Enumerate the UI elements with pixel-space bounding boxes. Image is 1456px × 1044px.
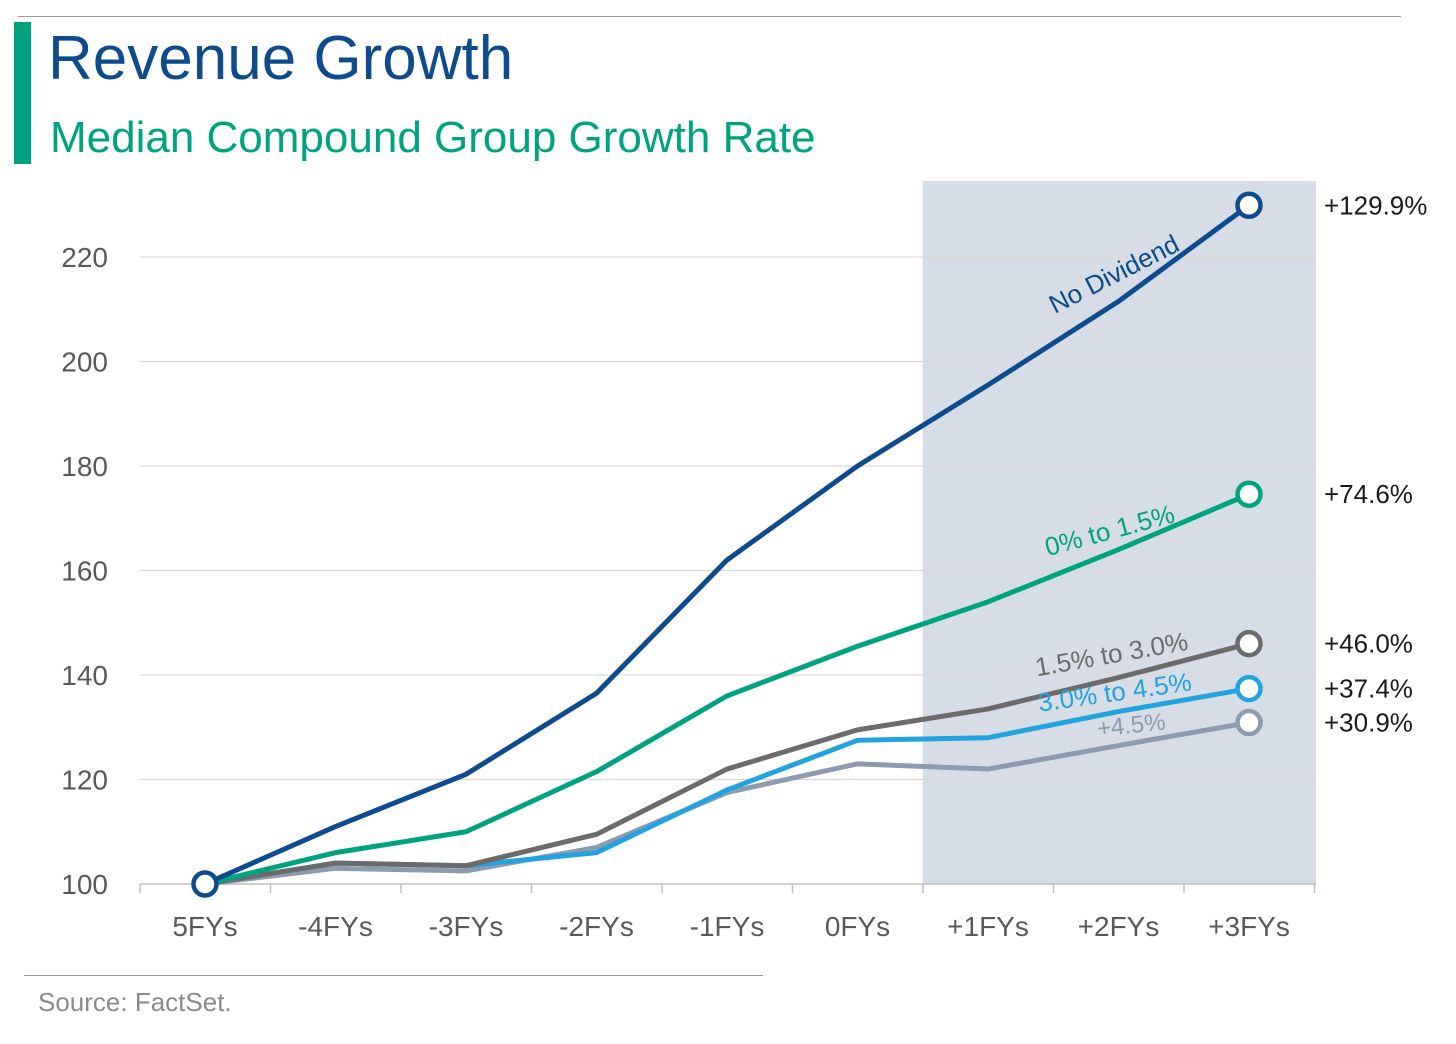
- x-tick-label: 0FYs: [825, 911, 890, 942]
- series-end-label-1: +74.6%: [1324, 479, 1413, 509]
- series-end-label-2: +46.0%: [1324, 629, 1413, 659]
- series-end-label-4: +30.9%: [1324, 708, 1413, 738]
- x-tick-label: -4FYs: [298, 911, 373, 942]
- series-end-marker-0: [1235, 191, 1263, 220]
- x-tick-label: +2FYs: [1078, 911, 1160, 942]
- y-tick-label: 140: [61, 660, 108, 691]
- series-start-marker: [191, 870, 219, 898]
- top-divider: [18, 16, 1401, 17]
- chart-title: Revenue Growth: [48, 24, 514, 93]
- series-end-label-3: +37.4%: [1324, 674, 1413, 704]
- series-end-marker-2: [1235, 629, 1263, 658]
- x-tick-label: +3FYs: [1208, 911, 1290, 942]
- x-tick-label: +1FYs: [947, 911, 1029, 942]
- y-tick-label: 100: [61, 869, 108, 900]
- chart-subtitle: Median Compound Group Growth Rate: [50, 113, 816, 162]
- y-tick-label: 180: [61, 451, 108, 482]
- source-note: Source: FactSet.: [38, 987, 232, 1017]
- x-tick-label: -2FYs: [559, 911, 634, 942]
- x-tick-label: -3FYs: [429, 911, 504, 942]
- series-end-marker-1: [1235, 480, 1263, 508]
- y-tick-label: 200: [61, 347, 108, 378]
- x-tick-label: -1FYs: [690, 911, 765, 942]
- series-line-1: [202, 491, 1252, 887]
- series-line-0: [202, 202, 1252, 887]
- y-tick-label: 120: [61, 765, 108, 796]
- y-tick-label: 160: [61, 556, 108, 587]
- y-tick-label: 220: [61, 242, 108, 273]
- series-end-marker-3: [1235, 674, 1263, 703]
- title-accent-bar: [14, 22, 31, 164]
- series-end-marker-4: [1235, 708, 1263, 737]
- x-tick-label: 5FYs: [172, 911, 237, 942]
- series-line-2: [202, 641, 1252, 887]
- footer-divider: [24, 975, 763, 976]
- series-end-label-0: +129.9%: [1324, 190, 1427, 220]
